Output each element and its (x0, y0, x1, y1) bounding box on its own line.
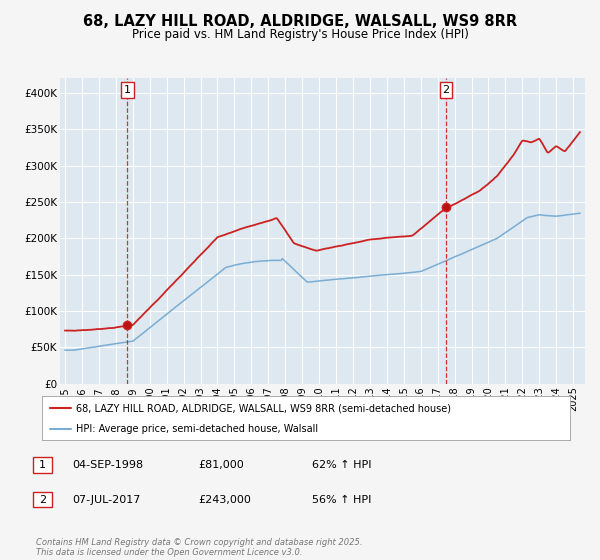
Text: 2: 2 (39, 494, 46, 505)
Text: £243,000: £243,000 (198, 494, 251, 505)
Text: 68, LAZY HILL ROAD, ALDRIDGE, WALSALL, WS9 8RR (semi-detached house): 68, LAZY HILL ROAD, ALDRIDGE, WALSALL, W… (76, 403, 451, 413)
Text: 07-JUL-2017: 07-JUL-2017 (72, 494, 140, 505)
Text: 2: 2 (443, 85, 449, 95)
Text: £81,000: £81,000 (198, 460, 244, 470)
Text: 1: 1 (39, 460, 46, 470)
Text: 62% ↑ HPI: 62% ↑ HPI (312, 460, 371, 470)
Text: 1: 1 (124, 85, 131, 95)
Text: Price paid vs. HM Land Registry's House Price Index (HPI): Price paid vs. HM Land Registry's House … (131, 28, 469, 41)
Text: 04-SEP-1998: 04-SEP-1998 (72, 460, 143, 470)
Text: HPI: Average price, semi-detached house, Walsall: HPI: Average price, semi-detached house,… (76, 424, 319, 433)
Text: 68, LAZY HILL ROAD, ALDRIDGE, WALSALL, WS9 8RR: 68, LAZY HILL ROAD, ALDRIDGE, WALSALL, W… (83, 14, 517, 29)
Text: 56% ↑ HPI: 56% ↑ HPI (312, 494, 371, 505)
Text: Contains HM Land Registry data © Crown copyright and database right 2025.
This d: Contains HM Land Registry data © Crown c… (36, 538, 362, 557)
